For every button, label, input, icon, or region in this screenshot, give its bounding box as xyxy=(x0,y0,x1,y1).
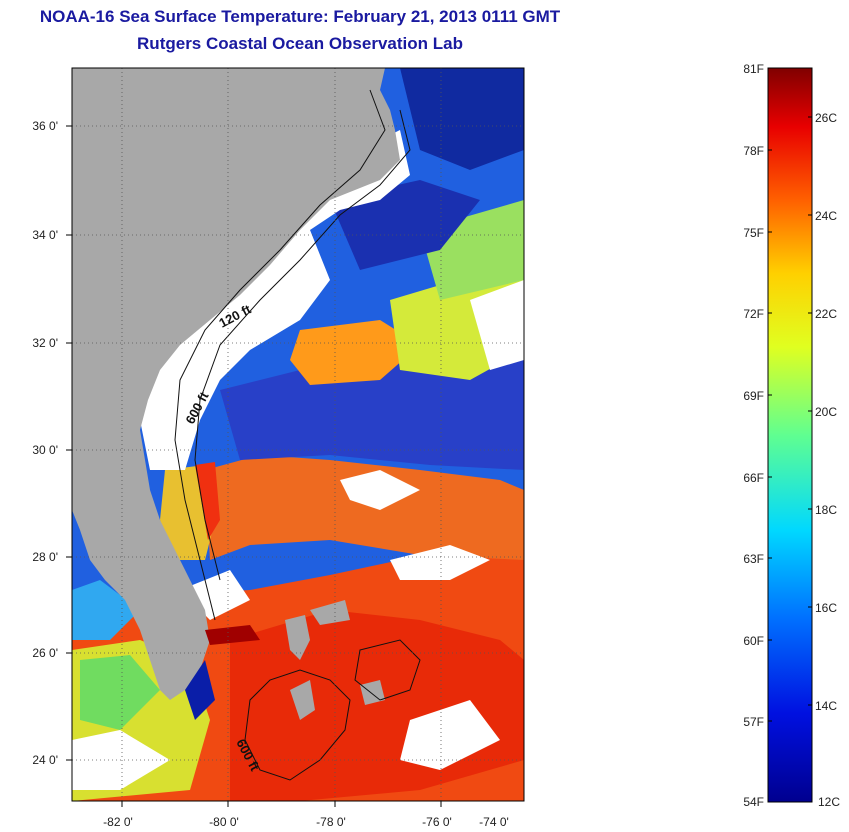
map-title: NOAA-16 Sea Surface Temperature: Februar… xyxy=(39,7,561,26)
hot-region xyxy=(230,610,524,801)
land-bahamas-south xyxy=(290,680,315,720)
red-strip-florida xyxy=(195,462,220,540)
orange-patch-mid xyxy=(290,320,420,385)
lon-label: -76 0' xyxy=(422,815,452,829)
colorbar-f-label: 57F xyxy=(743,715,764,729)
colorbar-f-label: 78F xyxy=(743,144,764,158)
colorbar-c-label: 18C xyxy=(815,503,837,517)
colorbar-f-label: 66F xyxy=(743,471,764,485)
lat-label: 28 0' xyxy=(32,550,58,564)
colorbar xyxy=(767,67,813,803)
colorbar-ticks xyxy=(768,116,812,722)
lon-label: -82 0' xyxy=(103,815,133,829)
colorbar-f-label: 75F xyxy=(743,226,764,240)
axis-ticks xyxy=(66,125,442,807)
cloud-patch-southeast xyxy=(400,700,500,770)
colorbar-c-label: 22C xyxy=(815,307,837,321)
cloud-patch-east xyxy=(470,280,524,370)
map-frame xyxy=(71,67,525,802)
colorbar-c-label: 24C xyxy=(815,209,837,223)
lat-label: 32 0' xyxy=(32,336,58,350)
lon-label: -78 0' xyxy=(316,815,346,829)
cool-patch-keys xyxy=(72,580,140,640)
land-grand-bahama xyxy=(310,600,350,625)
cloud-patch-center xyxy=(340,470,420,510)
lon-label: -74 0' xyxy=(479,815,509,829)
colorbar-f-label: 72F xyxy=(743,307,764,321)
colorbar-f-label: 69F xyxy=(743,389,764,403)
graticule xyxy=(72,68,524,801)
map-subtitle: Rutgers Coastal Ocean Observation Lab xyxy=(137,34,463,53)
lat-label: 36 0' xyxy=(32,119,58,133)
lat-label: 24 0' xyxy=(32,753,58,767)
gulf-stream xyxy=(205,455,524,560)
colorbar-f-label: 54F xyxy=(743,795,764,809)
contour-600ft xyxy=(194,109,411,581)
lon-label: -80 0' xyxy=(209,815,239,829)
contour-120ft xyxy=(174,89,386,621)
colorbar-f-label: 81F xyxy=(743,62,764,76)
lat-label: 26 0' xyxy=(32,646,58,660)
lat-label: 34 0' xyxy=(32,228,58,242)
cloud-cover-shelf xyxy=(140,130,410,470)
colorbar-c-label: 20C xyxy=(815,405,837,419)
cold-patch-hatteras xyxy=(400,68,524,170)
contour-bahamas-bank xyxy=(244,669,351,781)
colorbar-c-label: 26C xyxy=(815,111,837,125)
contour-bahamas-east xyxy=(354,639,421,701)
cold-strip-south-florida xyxy=(185,660,215,720)
colorbar-f-label: 60F xyxy=(743,634,764,648)
lat-label: 30 0' xyxy=(32,443,58,457)
land-andros xyxy=(285,615,310,660)
darkred-strip-straits xyxy=(205,625,260,645)
colorbar-c-label: 12C xyxy=(818,795,840,809)
sst-map xyxy=(72,68,524,801)
green-patch-keys xyxy=(80,655,160,730)
land-mainland xyxy=(72,68,400,700)
colorbar-f-label: 63F xyxy=(743,552,764,566)
colorbar-c-label: 14C xyxy=(815,699,837,713)
cloud-patch-south xyxy=(390,545,490,580)
colorbar-c-label: 16C xyxy=(815,601,837,615)
